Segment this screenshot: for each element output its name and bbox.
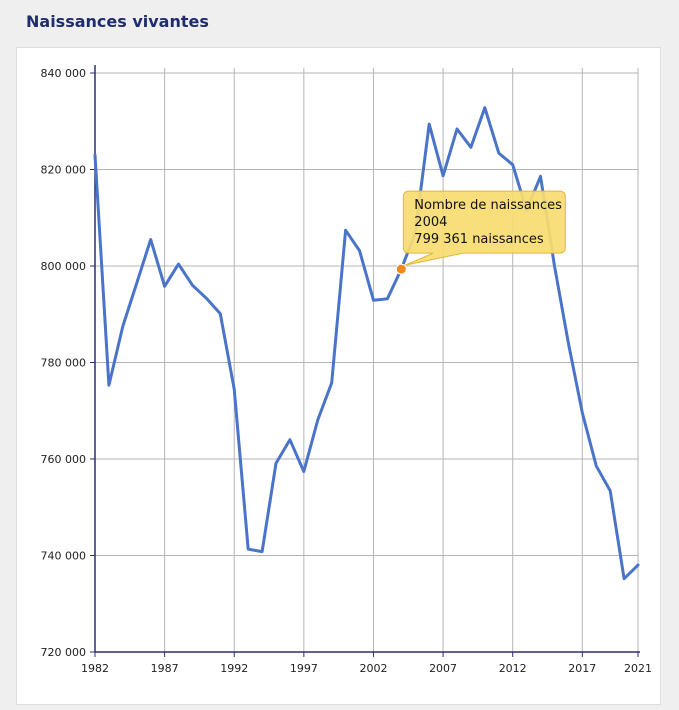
data-point[interactable] <box>606 487 614 495</box>
data-point[interactable] <box>537 172 545 180</box>
data-point[interactable] <box>592 462 600 470</box>
data-point[interactable] <box>495 149 503 157</box>
data-point[interactable] <box>300 468 308 476</box>
data-point[interactable] <box>286 436 294 444</box>
data-point[interactable] <box>119 322 127 330</box>
x-tick-label: 2017 <box>568 662 596 675</box>
x-tick-label: 1982 <box>81 662 109 675</box>
data-point[interactable] <box>202 294 210 302</box>
data-point[interactable] <box>467 143 475 151</box>
chart-card: 720 000 740 000 760 000 780 000 800 000 820 0… <box>16 47 661 705</box>
data-point[interactable] <box>425 120 433 128</box>
data-point[interactable] <box>620 575 628 583</box>
x-tick-label: 1997 <box>290 662 318 675</box>
series-layer[interactable] <box>91 104 642 583</box>
data-point[interactable] <box>453 125 461 133</box>
tooltip-line2: 2004 <box>414 215 447 230</box>
series-line[interactable] <box>93 106 640 581</box>
y-tick-label: 820 000 <box>41 164 87 177</box>
data-point[interactable] <box>481 104 489 112</box>
y-tick-label: 760 000 <box>41 453 87 466</box>
x-tick-label: 2002 <box>359 662 387 675</box>
data-point[interactable] <box>439 172 447 180</box>
data-point[interactable] <box>383 295 391 303</box>
tooltip-line1: Nombre de naissances <box>414 198 562 213</box>
data-point[interactable] <box>230 385 238 393</box>
highlighted-point[interactable] <box>395 263 407 275</box>
y-tick-label: 780 000 <box>41 357 87 370</box>
data-point[interactable] <box>105 381 113 389</box>
data-point[interactable] <box>342 226 350 234</box>
axes <box>90 65 640 657</box>
data-point[interactable] <box>314 416 322 424</box>
y-tick-label: 840 000 <box>41 67 87 80</box>
gridlines <box>94 68 639 653</box>
data-point[interactable] <box>578 409 586 417</box>
data-point[interactable] <box>147 235 155 243</box>
data-point[interactable] <box>369 296 377 304</box>
x-tick-label: 2007 <box>429 662 457 675</box>
tooltip: Nombre de naissances 2004 799 361 naissanc… <box>402 190 566 266</box>
x-tick-label: 1992 <box>220 662 248 675</box>
data-point[interactable] <box>188 281 196 289</box>
x-tick-label: 2021 <box>624 662 652 675</box>
data-point[interactable] <box>133 279 141 287</box>
data-point[interactable] <box>356 247 364 255</box>
tick-labels: 720 000 740 000 760 000 780 000 800 000 820 0… <box>41 67 653 675</box>
tooltip-line3: 799 361 naissances <box>414 232 544 247</box>
tooltip-box <box>402 190 566 266</box>
data-point[interactable] <box>91 151 99 159</box>
data-point[interactable] <box>175 260 183 268</box>
data-point[interactable] <box>216 310 224 318</box>
data-point[interactable] <box>272 459 280 467</box>
data-point[interactable] <box>161 282 169 290</box>
x-tick-label: 1987 <box>151 662 179 675</box>
y-tick-label: 800 000 <box>41 260 87 273</box>
x-tick-label: 2012 <box>499 662 527 675</box>
data-point[interactable] <box>509 161 517 169</box>
data-point[interactable] <box>328 379 336 387</box>
data-point[interactable] <box>258 548 266 556</box>
page-title: Naissances vivantes <box>26 12 209 31</box>
y-tick-label: 740 000 <box>41 550 87 563</box>
data-point[interactable] <box>564 339 572 347</box>
y-tick-label: 720 000 <box>41 646 87 659</box>
data-point[interactable] <box>634 561 642 569</box>
data-point[interactable] <box>244 545 252 553</box>
data-point[interactable] <box>550 262 558 270</box>
line-chart[interactable]: 720 000 740 000 760 000 780 000 800 000 820 0… <box>17 48 660 704</box>
